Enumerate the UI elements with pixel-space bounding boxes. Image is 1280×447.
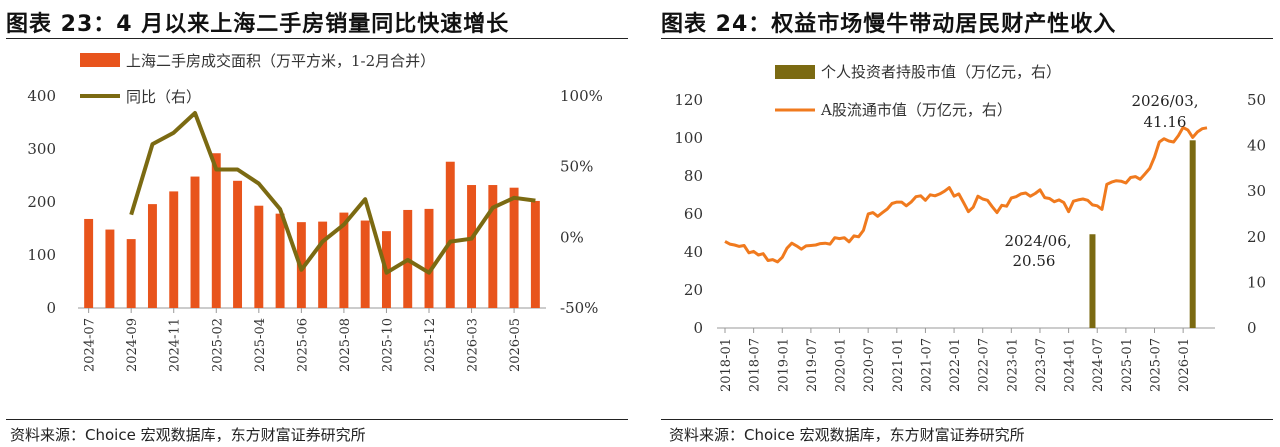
bar	[126, 239, 136, 308]
y-right-tick-label: 100%	[560, 87, 603, 105]
bar	[1189, 140, 1196, 328]
x-tick-label: 2025-06	[295, 318, 310, 372]
x-tick-label: 2019-07	[805, 338, 820, 392]
title-rule	[6, 38, 628, 39]
chart-title: 图表 23：4 月以来上海二手房销量同比快速增长	[6, 12, 510, 37]
x-tick-label: 2025-07	[1149, 338, 1164, 392]
bar	[105, 229, 115, 308]
bar	[233, 180, 243, 308]
x-tick-label: 2026-03	[466, 318, 481, 372]
legend-label-bar: 个人投资者持股市值（万亿元，右）	[821, 63, 1061, 81]
x-tick-label: 2024-01	[1063, 338, 1078, 392]
x-tick-label: 2025-04	[253, 318, 268, 372]
y-right-tick-label: 50%	[560, 158, 593, 176]
bar	[530, 200, 540, 308]
x-tick-label: 2021-01	[891, 338, 906, 392]
y-left-tick-label: 0	[693, 319, 703, 337]
x-tick-label: 2019-01	[776, 338, 791, 392]
annotation-label: 2026/03,	[1131, 92, 1198, 110]
chart-source: 资料来源：Choice 宏观数据库，东方财富证券研究所	[669, 426, 1025, 444]
y-right-tick-label: 20	[1247, 228, 1266, 246]
yoy-line	[129, 111, 536, 275]
x-tick-label: 2022-01	[948, 338, 963, 392]
x-tick-label: 2025-08	[338, 318, 353, 372]
x-tick-label: 2024-07	[1091, 338, 1106, 392]
x-tick-label: 2020-07	[862, 338, 877, 392]
bar	[339, 212, 349, 308]
bar	[488, 185, 498, 308]
x-tick-label: 2026-01	[1177, 338, 1192, 392]
x-tick-label: 2018-01	[719, 338, 734, 392]
y-left-tick-label: 60	[684, 205, 703, 223]
y-left-tick-label: 100	[27, 246, 56, 264]
y-left-tick-label: 400	[27, 87, 56, 105]
x-tick-label: 2025-01	[1120, 338, 1135, 392]
bar	[445, 161, 455, 308]
bar	[467, 185, 477, 308]
bar	[190, 176, 200, 308]
x-tick-label: 2025-02	[210, 318, 225, 372]
x-tick-label: 2023-07	[1034, 338, 1049, 392]
housing-chart: 0 100 200 300 400 -50% 0% 50% 100% 2024-07 2024-09…	[27, 52, 603, 372]
title-rule	[661, 38, 1273, 39]
source-rule	[661, 419, 1273, 420]
source-rule	[6, 419, 628, 420]
y-left-tick-label: 100	[674, 129, 703, 147]
legend-label-line: A股流通市值（万亿元，右）	[820, 101, 1012, 119]
annotation-label: 20.56	[1013, 252, 1056, 270]
y-left-tick-label: 80	[684, 167, 703, 185]
y-left-tick-label: 120	[674, 91, 703, 109]
y-right-tick-label: 0%	[560, 228, 584, 246]
y-right-tick-label: 40	[1247, 137, 1266, 155]
y-right-tick-label: -50%	[560, 299, 598, 317]
y-left-tick-label: 20	[684, 281, 703, 299]
y-right-tick-label: 10	[1247, 273, 1266, 291]
bar	[254, 205, 264, 308]
y-left-tick-label: 200	[27, 193, 56, 211]
legend-swatch-bar	[80, 53, 120, 67]
x-tick-label: 2020-01	[834, 338, 849, 392]
legend-label-bar: 上海二手房成交面积（万平方米，1-2月合并）	[126, 52, 435, 70]
x-tick-label: 2022-07	[977, 338, 992, 392]
chart-panel-housing: 图表 23：4 月以来上海二手房销量同比快速增长 0 100 200 300 400 -5…	[6, 12, 628, 444]
annotation-label: 2024/06,	[1004, 232, 1071, 250]
x-tick-label: 2018-07	[748, 338, 763, 392]
bar	[360, 220, 370, 308]
y-left-tick-label: 300	[27, 140, 56, 158]
y-right-tick-label: 0	[1247, 319, 1257, 337]
annotation-label: 41.16	[1144, 113, 1187, 131]
y-right-tick-label: 50	[1247, 91, 1266, 109]
bar	[1089, 234, 1096, 328]
x-tick-label: 2024-11	[168, 318, 183, 372]
x-tick-label: 2026-05	[508, 318, 523, 372]
x-tick-label: 2023-01	[1005, 338, 1020, 392]
x-tick-label: 2024-09	[125, 318, 140, 372]
equity-chart: 0 20 40 60 80 100 120 0 10 20 30 40 50 2018-01 2018-07…	[674, 63, 1266, 392]
chart-panel-equity: 图表 24：权益市场慢牛带动居民财产性收入 0 20 40 60 80 100 120 0 10…	[655, 0, 1280, 447]
bar	[84, 218, 94, 308]
y-right-tick-label: 30	[1247, 182, 1266, 200]
bar	[275, 213, 285, 308]
x-tick-label: 2025-10	[380, 318, 395, 372]
bar	[424, 208, 434, 308]
legend-swatch-bar	[775, 65, 815, 79]
legend-label-line: 同比（右）	[126, 88, 201, 106]
bar	[318, 221, 328, 308]
bar	[211, 153, 221, 308]
bar	[147, 204, 157, 308]
market-cap-line	[724, 125, 1208, 264]
bar	[509, 187, 519, 308]
x-tick-label: 2021-07	[919, 338, 934, 392]
bar	[169, 191, 179, 308]
y-left-tick-label: 0	[46, 299, 56, 317]
x-tick-label: 2024-07	[83, 318, 98, 372]
x-tick-label: 2025-12	[423, 318, 438, 372]
chart-title: 图表 24：权益市场慢牛带动居民财产性收入	[661, 12, 1117, 37]
y-left-tick-label: 40	[684, 243, 703, 261]
chart-source: 资料来源：Choice 宏观数据库，东方财富证券研究所	[10, 426, 366, 444]
